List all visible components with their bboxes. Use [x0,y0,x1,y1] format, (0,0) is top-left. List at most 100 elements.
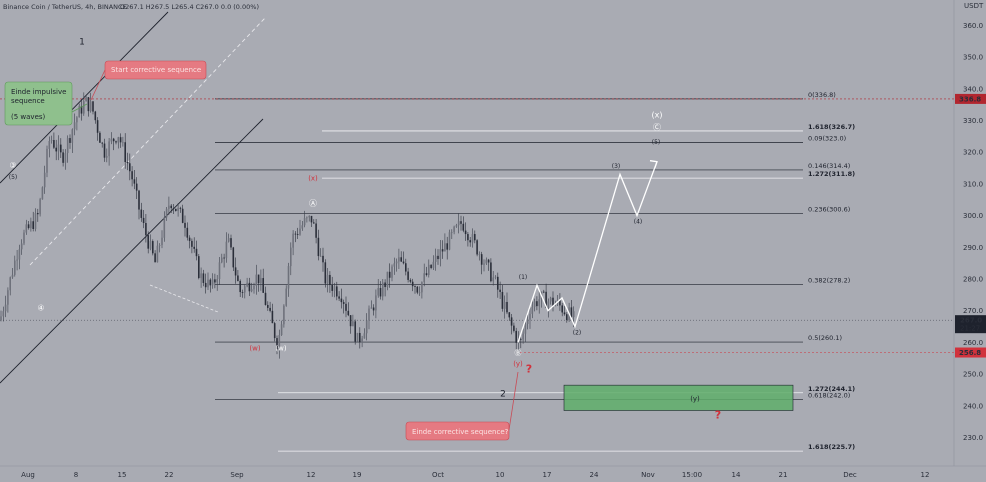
callout-pointer [90,69,106,101]
x-tick-label: Sep [230,471,244,479]
candle-body [549,297,552,302]
candle-body [503,301,506,309]
candle-body [299,228,301,235]
callout-einde-corrective[interactable]: Einde corrective sequence? [405,371,519,441]
candle-body [14,260,16,275]
projection-path-line[interactable] [517,161,658,343]
candle-body [457,221,460,226]
callout-line: Einde impulsive [11,88,66,96]
candle-body [119,137,122,143]
candle-body [34,212,37,229]
fib-levels[interactable]: 0(336.8) 0.09(323.0) 0.146(314.4) 0.236(300… [0,91,954,452]
wave-label: (5) [652,139,661,146]
candle-body [271,310,274,324]
candle-body [428,264,430,275]
wave-label: (3) [612,163,621,170]
y-tick-label: 360.0 [963,22,983,30]
candle-body [209,279,212,286]
candle-body [375,295,377,311]
candle-body [425,273,428,275]
candle-body [46,148,48,173]
bar-countdown-label: 21:27 [960,325,980,333]
target-zone-box[interactable] [563,384,794,411]
candle-body [471,234,474,243]
candle-body [460,221,462,224]
candle-body [538,299,540,307]
candle-body [418,292,421,294]
candle-body [87,97,90,112]
time-axis[interactable]: Aug 8 15 22 Sep 12 19 Oct 10 17 24 Nov 1… [21,471,929,479]
channel-mid-dashed-line[interactable] [29,17,266,266]
channel-lower-line[interactable] [0,118,264,384]
candle-body [474,234,476,241]
candle-body [315,223,317,238]
candle-body [543,291,545,293]
candle-body [409,279,412,282]
candle-body [16,259,18,261]
support-dashed-line[interactable] [149,284,219,313]
candle-body [508,312,511,318]
callout-einde-impulsive[interactable]: Einde impulsive sequence (5 waves) [4,81,88,126]
wave-label: (w) [275,344,286,352]
x-tick-label: 24 [590,471,599,479]
wave-label: (4) [634,218,643,225]
callout-box [4,81,73,126]
candle-body [430,264,432,268]
candle-body [175,208,177,211]
x-tick-label: Dec [843,471,857,479]
candle-body [168,205,170,209]
y-tick-label: 330.0 [963,117,983,125]
candle-body [73,122,76,130]
y-tick-label: 340.0 [963,85,983,93]
candle-body [478,254,481,255]
candle-body [126,161,129,164]
candle-body [260,278,262,284]
candle-body [354,321,356,342]
candle-body [161,237,163,246]
candle-body [510,317,513,326]
candle-body [85,97,87,102]
callout-line: (5 waves) [11,113,46,121]
x-tick-label: Aug [21,471,35,479]
candle-body [372,307,375,311]
x-tick-label: 15:00 [682,471,702,479]
candle-body [347,310,350,316]
candle-body [163,217,166,238]
candle-body [529,313,531,320]
candle-body [566,314,568,321]
candle-body [547,301,550,308]
candle-body [524,323,527,334]
price-axis[interactable]: 230.0 240.0 250.0 260.0 270.0 280.0 290.0 300.0… [963,22,983,442]
candle-body [41,187,44,200]
candle-body [501,291,504,309]
candle-body [349,315,352,327]
candle-body [112,138,115,142]
candle-body [572,311,575,318]
candle-body [391,266,393,278]
candle-body [92,101,94,112]
candle-body [71,129,74,143]
candle-body [356,332,359,342]
candle-body [506,301,508,313]
wave-projection[interactable] [517,160,658,343]
candle-body [497,276,499,290]
wave-label: (5) [9,174,18,181]
candle-body [306,217,308,219]
candle-body [561,305,563,313]
candle-body [464,230,467,235]
wave-label: (x) [308,175,318,183]
wave-label: (2) [573,329,582,336]
candle-body [531,306,534,314]
candle-body [191,240,193,247]
callout-start-corrective[interactable]: Start corrective sequence [90,60,207,101]
candle-body [66,138,69,154]
candle-body [179,207,182,209]
candle-body [250,289,253,292]
candle-body [379,288,382,297]
candle-body [129,163,131,172]
fib-level-label: 0.618(242.0) [808,391,850,399]
target-zone[interactable]: (y) [563,384,794,411]
candle-body [9,277,11,291]
candle-body [200,273,202,279]
